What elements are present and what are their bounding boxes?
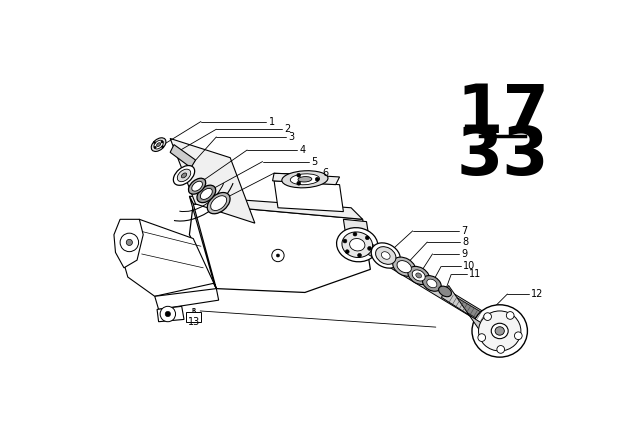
Circle shape bbox=[161, 146, 164, 148]
Text: 12: 12 bbox=[531, 289, 543, 299]
Text: 3: 3 bbox=[288, 132, 294, 142]
Text: 11: 11 bbox=[469, 270, 481, 280]
Ellipse shape bbox=[422, 276, 441, 291]
Ellipse shape bbox=[408, 267, 429, 284]
Circle shape bbox=[316, 177, 319, 181]
Polygon shape bbox=[114, 220, 143, 268]
Text: 13: 13 bbox=[188, 317, 200, 327]
Circle shape bbox=[478, 334, 486, 341]
Circle shape bbox=[484, 313, 492, 320]
Text: 17: 17 bbox=[456, 81, 549, 147]
Ellipse shape bbox=[197, 185, 216, 202]
Ellipse shape bbox=[381, 252, 390, 259]
Ellipse shape bbox=[492, 323, 508, 339]
Text: 8: 8 bbox=[462, 237, 468, 247]
Ellipse shape bbox=[495, 327, 504, 335]
Text: 10: 10 bbox=[463, 262, 476, 271]
Circle shape bbox=[367, 246, 371, 250]
Circle shape bbox=[276, 254, 280, 257]
Circle shape bbox=[358, 254, 362, 257]
Circle shape bbox=[126, 239, 132, 246]
Polygon shape bbox=[274, 181, 344, 211]
Circle shape bbox=[120, 233, 139, 252]
Circle shape bbox=[297, 181, 301, 185]
Ellipse shape bbox=[200, 189, 212, 199]
Circle shape bbox=[346, 250, 349, 254]
Text: 1: 1 bbox=[269, 116, 275, 126]
Ellipse shape bbox=[412, 270, 425, 281]
Text: 9: 9 bbox=[461, 249, 467, 259]
Ellipse shape bbox=[479, 311, 521, 351]
Text: 33: 33 bbox=[457, 122, 549, 189]
Ellipse shape bbox=[154, 140, 163, 149]
Circle shape bbox=[154, 146, 156, 148]
Polygon shape bbox=[273, 173, 340, 185]
Ellipse shape bbox=[188, 178, 205, 194]
Ellipse shape bbox=[438, 286, 451, 297]
Polygon shape bbox=[189, 196, 216, 289]
Ellipse shape bbox=[291, 174, 319, 185]
Ellipse shape bbox=[397, 261, 412, 273]
Ellipse shape bbox=[393, 257, 415, 276]
Ellipse shape bbox=[472, 305, 527, 357]
Circle shape bbox=[353, 232, 357, 236]
Circle shape bbox=[506, 312, 514, 319]
Ellipse shape bbox=[157, 143, 161, 146]
Ellipse shape bbox=[427, 279, 437, 288]
Polygon shape bbox=[120, 220, 216, 296]
Ellipse shape bbox=[376, 247, 396, 264]
Polygon shape bbox=[189, 204, 371, 293]
Text: R: R bbox=[191, 308, 195, 314]
Polygon shape bbox=[170, 145, 196, 168]
Polygon shape bbox=[344, 220, 371, 246]
Polygon shape bbox=[189, 196, 363, 220]
Polygon shape bbox=[449, 295, 492, 325]
Text: 7: 7 bbox=[461, 226, 467, 236]
Text: 6: 6 bbox=[323, 168, 329, 178]
Circle shape bbox=[154, 141, 156, 143]
Ellipse shape bbox=[349, 238, 365, 251]
Text: 2: 2 bbox=[284, 124, 291, 134]
Ellipse shape bbox=[177, 169, 191, 182]
Polygon shape bbox=[360, 240, 493, 326]
Ellipse shape bbox=[181, 173, 187, 178]
Ellipse shape bbox=[151, 138, 166, 151]
Ellipse shape bbox=[371, 243, 400, 268]
Ellipse shape bbox=[192, 181, 202, 191]
Circle shape bbox=[272, 250, 284, 262]
Ellipse shape bbox=[337, 228, 378, 262]
Circle shape bbox=[161, 141, 163, 143]
Text: 4: 4 bbox=[300, 145, 306, 155]
Circle shape bbox=[365, 236, 369, 240]
Circle shape bbox=[160, 306, 175, 322]
Text: 5: 5 bbox=[311, 156, 317, 167]
Polygon shape bbox=[157, 306, 184, 322]
Polygon shape bbox=[170, 138, 255, 223]
Circle shape bbox=[297, 173, 301, 177]
Ellipse shape bbox=[211, 196, 227, 211]
FancyBboxPatch shape bbox=[186, 312, 201, 323]
Ellipse shape bbox=[298, 177, 312, 182]
Polygon shape bbox=[155, 289, 219, 310]
Ellipse shape bbox=[207, 193, 230, 214]
Ellipse shape bbox=[416, 273, 422, 278]
Polygon shape bbox=[442, 285, 484, 337]
Circle shape bbox=[497, 345, 504, 353]
Ellipse shape bbox=[173, 166, 195, 185]
Circle shape bbox=[343, 239, 347, 243]
Circle shape bbox=[165, 311, 170, 317]
Ellipse shape bbox=[282, 171, 328, 188]
Ellipse shape bbox=[342, 232, 372, 258]
Circle shape bbox=[515, 332, 522, 340]
